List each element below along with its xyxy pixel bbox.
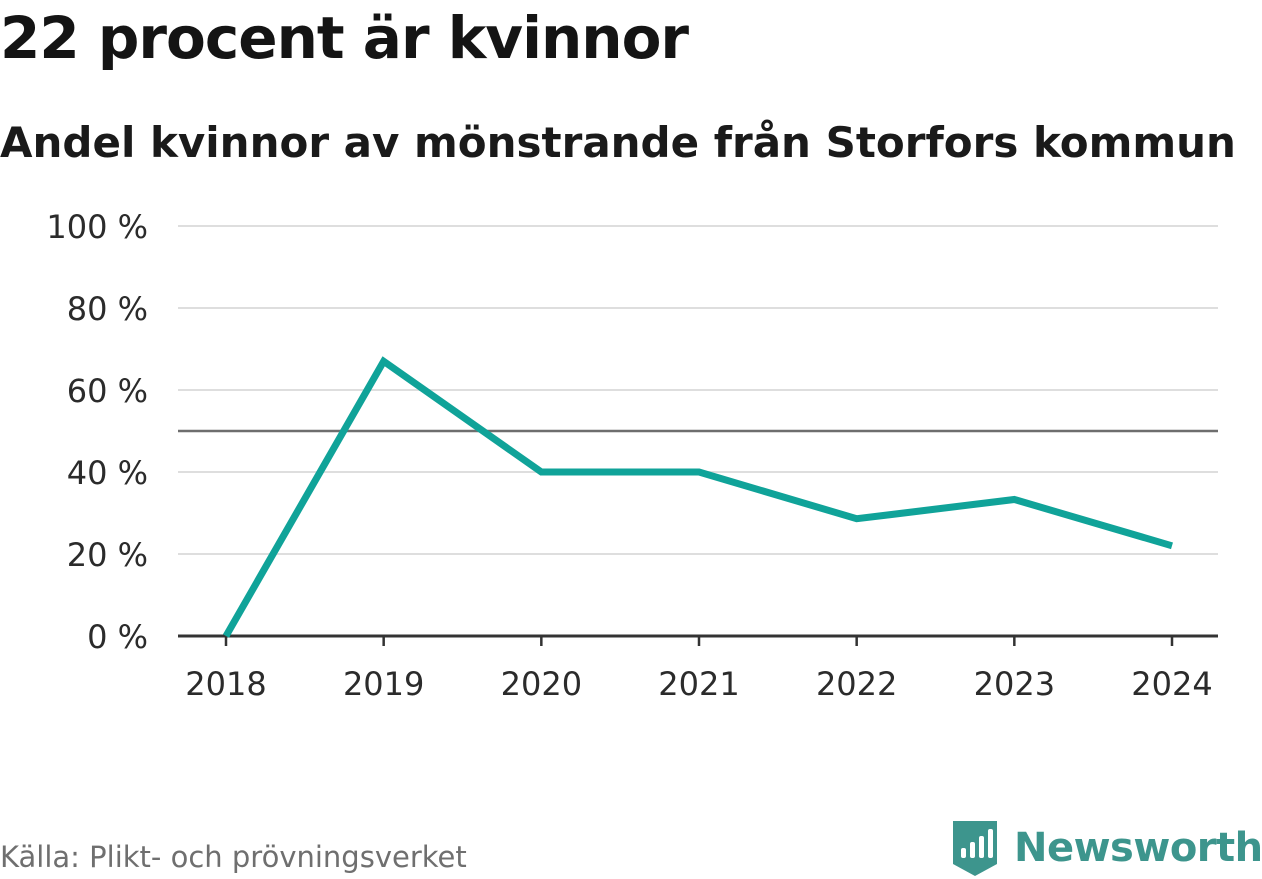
x-tick-label: 2022 bbox=[816, 665, 897, 703]
series-line bbox=[222, 356, 1173, 638]
x-tick-label: 2021 bbox=[658, 665, 739, 703]
x-tick-label: 2019 bbox=[343, 665, 424, 703]
chart-subtitle: Andel kvinnor av mönstrande från Storfor… bbox=[0, 118, 1236, 167]
x-tick-label: 2018 bbox=[185, 665, 266, 703]
series-group bbox=[222, 356, 1173, 638]
y-tick-label: 80 % bbox=[67, 290, 148, 328]
x-axis bbox=[178, 634, 1218, 646]
line-chart: 0 % 20 % 40 % 60 % 80 % 100 % 2018 2019 2020 202… bbox=[46, 208, 1218, 703]
y-tick-label: 40 % bbox=[67, 454, 148, 492]
y-tick-label: 20 % bbox=[67, 536, 148, 574]
y-tick-label: 100 % bbox=[46, 208, 148, 246]
chart-title: 22 procent är kvinnor bbox=[0, 4, 689, 72]
source-note: Källa: Plikt- och prövningsverket bbox=[0, 840, 467, 874]
y-axis-tick-labels: 0 % 20 % 40 % 60 % 80 % 100 % bbox=[46, 208, 148, 656]
x-tick-label: 2020 bbox=[501, 665, 582, 703]
brand-name: Newsworthy bbox=[1014, 825, 1262, 871]
grid-lines bbox=[178, 225, 1218, 555]
y-tick-label: 0 % bbox=[87, 618, 148, 656]
brand-logo: Newsworthy bbox=[950, 818, 1262, 878]
x-tick-label: 2024 bbox=[1131, 665, 1212, 703]
newsworthy-logo-icon bbox=[953, 821, 997, 876]
y-tick-label: 60 % bbox=[67, 372, 148, 410]
x-axis-tick-labels: 2018 2019 2020 2021 2022 2023 2024 bbox=[185, 665, 1212, 703]
x-tick-label: 2023 bbox=[974, 665, 1055, 703]
